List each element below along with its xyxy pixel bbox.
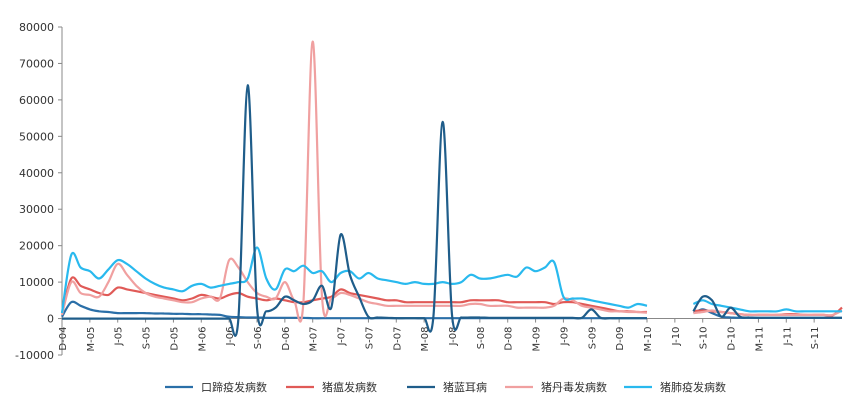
- series-line-2: [62, 84, 842, 337]
- x-tick-label: D-10: [727, 327, 738, 351]
- x-tick-label: M-10: [643, 327, 654, 352]
- x-tick-label: M-06: [197, 327, 208, 352]
- x-tick-label: S-09: [587, 327, 598, 350]
- x-tick-label: M-05: [86, 327, 97, 352]
- x-tick-label: D-06: [281, 327, 292, 351]
- x-tick-label: D-05: [169, 327, 180, 351]
- x-tick-label: M-09: [532, 327, 543, 352]
- x-tick-label: J-05: [114, 327, 125, 347]
- x-tick-label: D-09: [615, 327, 626, 351]
- y-tick-label: 10000: [19, 276, 54, 289]
- x-tick-label: J-09: [559, 327, 570, 347]
- y-tick-label: 50000: [19, 130, 54, 143]
- y-tick-label: 40000: [19, 167, 54, 180]
- y-tick-label: 30000: [19, 203, 54, 216]
- x-axis: D-04 M-05 J-05 S-05 D-05 M-06 J-06 S-06 D-06 M-07…: [58, 318, 842, 352]
- y-tick-label: 0: [47, 313, 54, 326]
- legend-label: 猪蓝耳病: [443, 380, 487, 394]
- x-tick-label: D-04: [58, 327, 69, 351]
- series-lines: [60, 40, 843, 337]
- x-tick-label: S-10: [699, 327, 710, 350]
- legend-label: 猪肺疫发病数: [660, 380, 726, 394]
- legend-label: 猪丹毒发病数: [541, 380, 607, 394]
- x-tick-label: M-08: [420, 327, 431, 352]
- y-tick-label: -10000: [15, 349, 54, 362]
- x-tick-label: S-06: [253, 327, 264, 350]
- x-tick-label: S-11: [810, 327, 821, 350]
- y-tick-label: 70000: [19, 57, 54, 70]
- y-axis: -10000 0 10000 20000 30000 40000 50000 60000 700…: [15, 21, 63, 362]
- x-tick-label: J-08: [448, 327, 459, 347]
- series-line-4: [60, 246, 842, 314]
- y-tick-label: 80000: [19, 21, 54, 34]
- x-tick-label: D-08: [504, 327, 515, 351]
- legend-label: 猪瘟发病数: [322, 380, 377, 394]
- x-tick-label: M-07: [309, 327, 320, 352]
- x-tick-label: S-07: [364, 327, 375, 350]
- y-tick-label: 20000: [19, 240, 54, 253]
- legend-label: 口蹄疫发病数: [201, 380, 267, 394]
- x-tick-label: S-05: [142, 327, 153, 350]
- x-tick-label: D-07: [392, 327, 403, 351]
- x-tick-label: M-11: [754, 327, 765, 352]
- x-tick-label: J-07: [337, 327, 348, 347]
- x-tick-label: J-10: [671, 327, 682, 347]
- y-tick-label: 60000: [19, 94, 54, 107]
- x-tick-label: J-11: [782, 327, 793, 347]
- series-line-3: [60, 40, 843, 323]
- legend: 口蹄疫发病数 猪瘟发病数 猪蓝耳病 猪丹毒发病数 猪肺疫发病数: [165, 380, 726, 394]
- x-tick-label: S-08: [476, 327, 487, 350]
- x-tick-label: J-06: [225, 327, 236, 347]
